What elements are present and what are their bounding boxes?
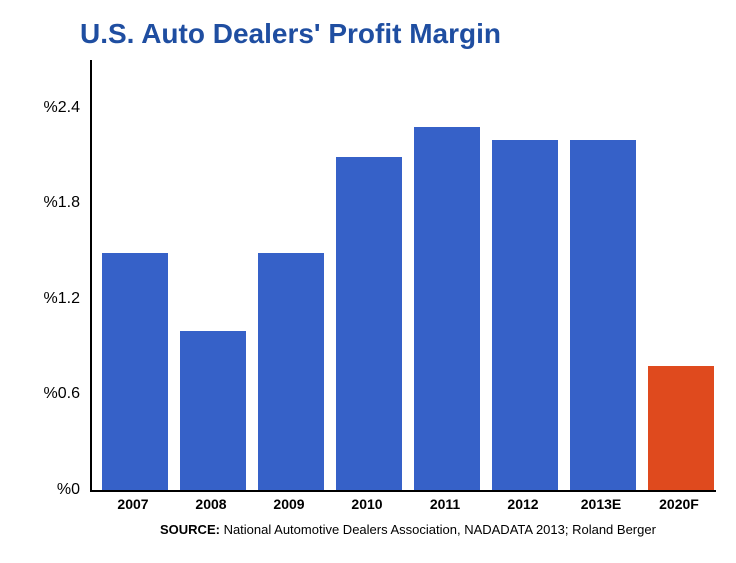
x-tick-label: 2009 — [273, 496, 304, 512]
x-tick-label: 2012 — [507, 496, 538, 512]
y-tick-label: %2.4 — [20, 99, 80, 117]
bar — [570, 140, 636, 490]
bar — [336, 157, 402, 490]
bars-layer — [92, 60, 716, 490]
y-tick-label: %1.2 — [20, 290, 80, 308]
bar — [102, 253, 168, 490]
source-text: National Automotive Dealers Association,… — [220, 522, 656, 537]
x-tick-label: 2008 — [195, 496, 226, 512]
x-tick-label: 2010 — [351, 496, 382, 512]
y-tick-label: %1.8 — [20, 194, 80, 212]
bar — [492, 140, 558, 490]
bar — [414, 127, 480, 490]
bar — [258, 253, 324, 490]
x-tick-label: 2020F — [659, 496, 699, 512]
source-label: SOURCE: — [160, 522, 220, 537]
chart-title: U.S. Auto Dealers' Profit Margin — [80, 18, 501, 50]
y-tick-label: %0.6 — [20, 385, 80, 403]
bar — [180, 331, 246, 490]
plot-area — [90, 60, 716, 492]
x-tick-label: 2013E — [581, 496, 621, 512]
y-tick-label: %0 — [20, 481, 80, 499]
bar — [648, 366, 714, 490]
source-line: SOURCE: National Automotive Dealers Asso… — [160, 522, 656, 537]
x-tick-label: 2011 — [430, 496, 460, 512]
x-tick-label: 2007 — [117, 496, 148, 512]
chart-container: U.S. Auto Dealers' Profit Margin SOURCE:… — [0, 0, 736, 563]
